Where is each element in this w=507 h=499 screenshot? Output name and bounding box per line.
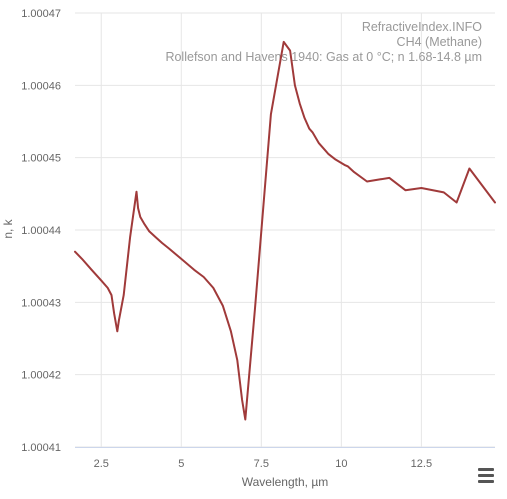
x-tick-label: 12.5 <box>411 458 432 470</box>
x-tick-label: 5 <box>178 458 184 470</box>
hamburger-icon <box>478 480 494 483</box>
y-tick-label: 1.00043 <box>21 297 61 309</box>
y-tick-label: 1.00041 <box>21 442 61 454</box>
hamburger-icon <box>478 468 494 471</box>
y-tick-label: 1.00042 <box>21 370 61 382</box>
series-group <box>74 40 496 421</box>
x-tick-labels: 2.5 5 7.5 10 12.5 <box>94 458 432 470</box>
x-tick-label: 10 <box>335 458 347 470</box>
y-tick-label: 1.00044 <box>21 225 61 237</box>
hamburger-icon <box>478 474 494 477</box>
x-tick-label: 7.5 <box>254 458 269 470</box>
series-line[interactable] <box>74 40 496 421</box>
y-tick-label: 1.00047 <box>21 8 61 20</box>
y-tick-label: 1.00045 <box>21 153 61 165</box>
watermark-line: Rollefson and Havens 1940: Gas at 0 °C; … <box>165 50 482 64</box>
y-axis-label: n, k <box>1 218 15 238</box>
watermark-line: RefractiveIndex.INFO <box>362 20 482 34</box>
y-tick-labels: 1.00041 1.00042 1.00043 1.00044 1.00045 1.000… <box>21 8 61 454</box>
watermark-line: CH4 (Methane) <box>397 35 482 49</box>
chart-menu-button[interactable] <box>476 467 496 485</box>
x-axis-label: Wavelength, µm <box>242 475 329 489</box>
y-tick-label: 1.00046 <box>21 80 61 92</box>
x-tick-label: 2.5 <box>94 458 109 470</box>
grid <box>75 12 495 448</box>
